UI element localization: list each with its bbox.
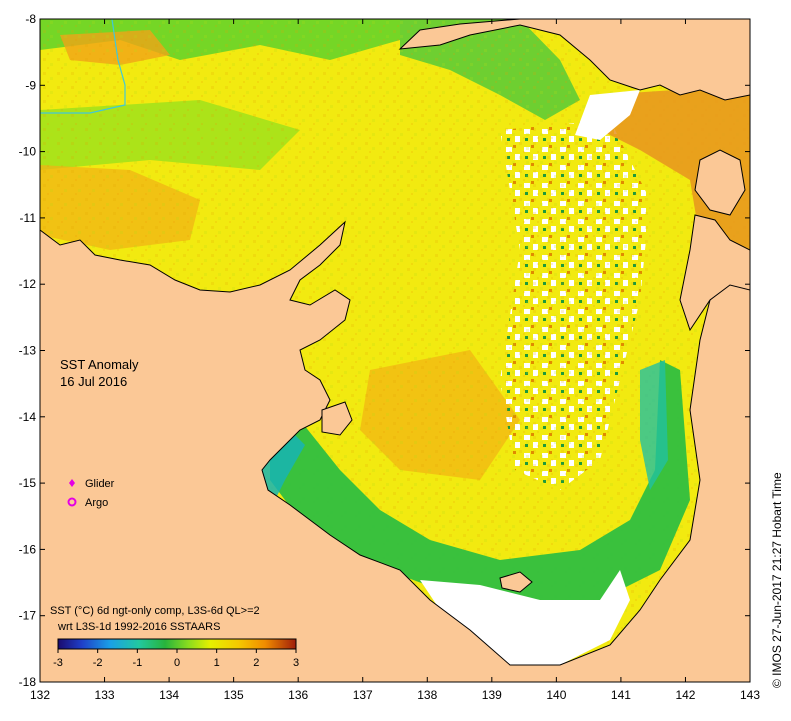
latitude-tick-label: -11 <box>20 211 37 225</box>
latitude-tick-label: -18 <box>19 675 37 689</box>
sst-description-line2: wrt L3S-1d 1992-2016 SSTAARS <box>57 621 220 633</box>
latitude-tick-label: -9 <box>25 78 36 92</box>
colorbar-tick-label: -3 <box>53 657 63 669</box>
colorbar-tick-label: 3 <box>293 657 299 669</box>
sst-description-line1: SST (°C) 6d ngt-only comp, L3S-6d QL>=2 <box>50 605 260 617</box>
latitude-tick-label: -14 <box>19 410 37 424</box>
argo-label: Argo <box>85 497 108 509</box>
map-plot-area <box>40 19 750 682</box>
colorbar-tick-label: -2 <box>93 657 103 669</box>
land-groote-eylandt <box>321 401 353 436</box>
longitude-tick-label: 138 <box>417 688 437 702</box>
colorbar-tick-label: 2 <box>253 657 259 669</box>
latitude-axis: -8-9-10-11-12-13-14-15-16-17-18 <box>19 12 750 689</box>
longitude-tick-label: 141 <box>611 688 631 702</box>
latitude-tick-label: -13 <box>19 344 37 358</box>
land-cape-york <box>679 214 750 332</box>
latitude-tick-label: -17 <box>19 609 37 623</box>
legend-glider: Glider <box>69 478 115 490</box>
colorbar-tick-label: 0 <box>174 657 180 669</box>
longitude-tick-label: 143 <box>740 688 760 702</box>
boundary-line-northwest <box>40 19 126 114</box>
glider-label: Glider <box>85 478 115 490</box>
longitude-tick-label: 134 <box>159 688 179 702</box>
longitude-tick-label: 142 <box>675 688 695 702</box>
longitude-tick-label: 137 <box>353 688 373 702</box>
legend-argo: Argo <box>67 497 108 509</box>
longitude-tick-label: 132 <box>30 688 50 702</box>
longitude-tick-label: 139 <box>482 688 502 702</box>
latitude-tick-label: -10 <box>19 145 37 159</box>
glider-marker-icon <box>69 479 75 487</box>
cloud-gap-region-northeast <box>575 90 640 140</box>
no-data-region-south <box>420 570 630 665</box>
colorbar-tick-label: 1 <box>214 657 220 669</box>
colorbar-tick-label: -1 <box>132 657 142 669</box>
imos-credit: © IMOS 27-Jun-2017 21:27 Hobart Time <box>770 472 784 688</box>
land-arnhem-land <box>40 220 750 682</box>
argo-marker-icon <box>67 497 77 507</box>
colorbar <box>57 638 297 650</box>
cool-anomaly-coastal-teal-east <box>640 360 668 490</box>
cool-anomaly-region-south <box>270 360 690 605</box>
latitude-tick-label: -12 <box>19 277 37 291</box>
longitude-tick-label: 133 <box>95 688 115 702</box>
map-date: 16 Jul 2016 <box>60 374 127 389</box>
colorbar-ticks: -3 -2 -1 0 1 2 3 <box>53 649 299 669</box>
latitude-tick-label: -16 <box>19 542 37 556</box>
land-mornington-island <box>499 571 533 593</box>
longitude-axis: 132 133 134 135 136 137 138 139 140 141 142 143 <box>30 19 760 702</box>
longitude-tick-label: 140 <box>546 688 566 702</box>
longitude-tick-label: 135 <box>224 688 244 702</box>
latitude-tick-label: -15 <box>19 476 37 490</box>
latitude-tick-label: -8 <box>25 12 36 26</box>
land-new-guinea <box>398 19 750 101</box>
land-torres-strait-islands <box>694 149 746 216</box>
longitude-tick-label: 136 <box>288 688 308 702</box>
map-title: SST Anomaly <box>60 357 139 372</box>
